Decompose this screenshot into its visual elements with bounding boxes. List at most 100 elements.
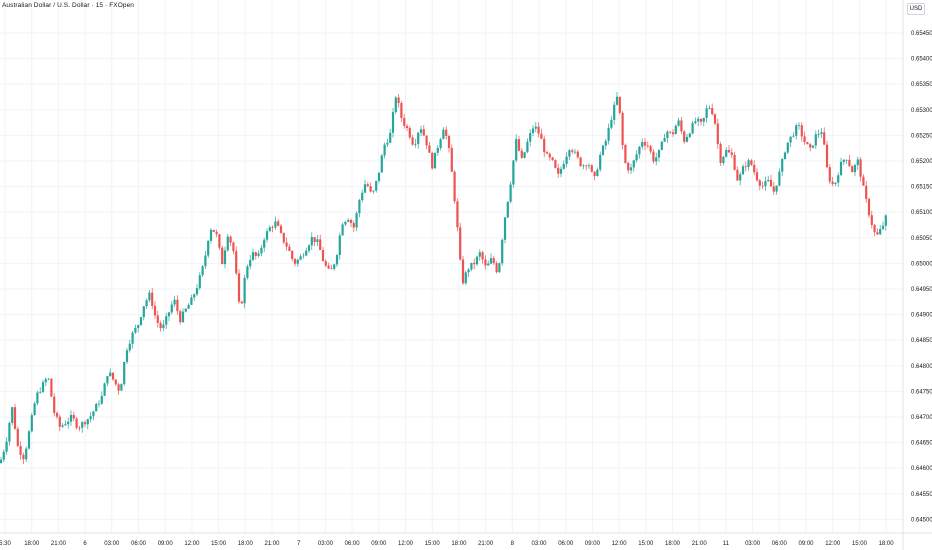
time-tick-label: 03:00	[745, 541, 761, 547]
time-tick-label: 03:00	[318, 541, 334, 547]
candle-body	[13, 407, 17, 429]
candle-body	[321, 249, 325, 262]
candle-body	[165, 316, 168, 325]
candle-body	[461, 259, 465, 284]
candle-body	[134, 327, 137, 333]
price-tick-label: 0.65150	[911, 185, 932, 191]
candle-body	[235, 251, 238, 274]
price-tick-label: 0.65250	[911, 133, 932, 139]
candle-body	[195, 288, 199, 295]
candle-body	[293, 259, 297, 264]
currency-button[interactable]: USD	[907, 3, 925, 15]
time-tick-label: 7	[297, 541, 301, 547]
candle-body	[515, 139, 518, 161]
candle-body	[302, 255, 305, 257]
candle-body	[419, 129, 423, 133]
candle-body	[383, 144, 386, 156]
price-axis[interactable]: 0.65450 0.65400 0.65350 0.65300 0.65250 0.652…	[911, 31, 932, 523]
candle-body	[881, 225, 885, 229]
candle-body	[876, 232, 879, 235]
candle-body	[750, 160, 753, 165]
candle-body	[473, 262, 476, 265]
candle-body	[643, 141, 647, 146]
candle-body	[736, 169, 739, 181]
candle-body	[72, 414, 75, 419]
candle-body	[279, 225, 283, 233]
candle-body	[263, 239, 266, 248]
candle-body	[551, 157, 554, 160]
candle-body	[708, 107, 711, 109]
candle-body	[811, 145, 815, 148]
candle-body	[55, 412, 59, 417]
time-tick-label: 12:00	[825, 541, 841, 547]
candle-body	[599, 154, 602, 170]
candle-body	[730, 152, 733, 155]
time-tick-label: 21:00	[51, 541, 67, 547]
candle-body	[646, 145, 649, 147]
candle-body	[565, 156, 568, 164]
candle-body	[879, 228, 882, 235]
chart-grid	[0, 0, 903, 533]
time-tick-label: 03:00	[531, 541, 547, 547]
candle-body	[624, 144, 627, 163]
candle-body	[237, 273, 241, 302]
candle-body	[859, 159, 862, 177]
candle-body	[582, 165, 585, 167]
candle-body	[265, 231, 269, 240]
candle-body	[439, 139, 442, 149]
price-tick-label: 0.65350	[911, 82, 932, 88]
candle-body	[851, 166, 854, 173]
candle-body	[243, 277, 246, 304]
candle-body	[125, 350, 129, 362]
candle-body	[324, 261, 327, 266]
time-axis[interactable]: 5:30 18:00 21:00 6 03:00 06:00 09:00 12:00 15:00…	[0, 541, 894, 547]
candle-body	[145, 300, 148, 307]
candle-body	[190, 297, 193, 305]
candle-body	[845, 159, 848, 161]
time-tick-label: 18:00	[24, 541, 40, 547]
candle-body	[277, 221, 280, 226]
price-tick-label: 0.65200	[911, 159, 932, 165]
candle-body	[856, 159, 859, 166]
candle-body	[417, 132, 420, 144]
candle-body	[853, 165, 857, 173]
price-tick-label: 0.65050	[911, 236, 932, 242]
candle-body	[366, 184, 369, 187]
candle-body	[44, 379, 47, 383]
price-tick-label: 0.64750	[911, 389, 932, 395]
candle-body	[47, 378, 50, 380]
time-tick-label: 09:00	[158, 541, 174, 547]
candle-body	[792, 135, 795, 137]
time-tick-label: 12:00	[398, 541, 414, 547]
price-tick-label: 0.64550	[911, 492, 932, 498]
candle-body	[305, 250, 308, 256]
candle-body	[27, 431, 31, 449]
candle-body	[540, 133, 543, 139]
candle-body	[327, 265, 330, 269]
time-tick-label: 8	[511, 541, 515, 547]
candle-body	[487, 263, 490, 266]
candle-body	[445, 129, 448, 137]
candle-body	[335, 255, 339, 265]
candle-body	[291, 250, 294, 260]
candle-body	[431, 152, 434, 169]
candle-body	[394, 97, 397, 113]
candle-body	[848, 159, 851, 167]
candle-body	[442, 129, 445, 140]
candle-body	[310, 237, 313, 246]
candle-body	[218, 234, 221, 248]
candle-body	[470, 262, 473, 270]
time-tick-label: 09:00	[371, 541, 387, 547]
candle-body	[767, 179, 770, 182]
candle-body	[758, 180, 761, 186]
candle-body	[809, 144, 812, 148]
candle-body	[783, 152, 787, 160]
candle-body	[282, 232, 285, 243]
candle-body	[688, 133, 691, 137]
candle-body	[53, 396, 56, 413]
candle-body	[607, 127, 610, 141]
candle-body	[156, 315, 159, 324]
candle-body	[764, 181, 767, 187]
candle-body	[590, 165, 593, 172]
